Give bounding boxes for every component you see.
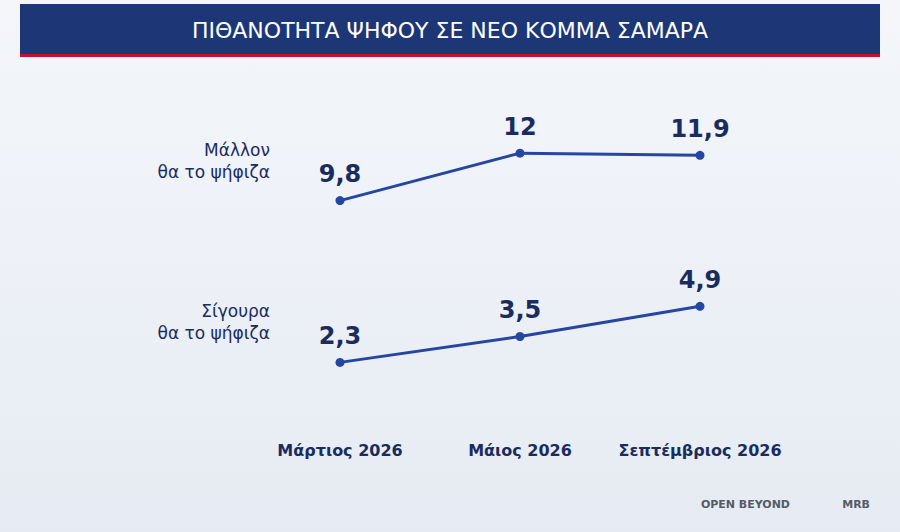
svg-text:Σεπτέμβριος 2026: Σεπτέμβριος 2026 [618,441,781,460]
svg-text:Σίγουρα: Σίγουρα [201,301,270,321]
svg-text:12: 12 [503,113,536,141]
svg-text:4,9: 4,9 [679,266,722,294]
svg-text:9,8: 9,8 [319,160,362,188]
svg-text:Μάιος 2026: Μάιος 2026 [468,441,572,460]
svg-text:ΠΙΘΑΝΟΤΗΤΑ ΨΗΦΟΥ ΣΕ ΝΕΟ ΚΟΜΜΑ: ΠΙΘΑΝΟΤΗΤΑ ΨΗΦΟΥ ΣΕ ΝΕΟ ΚΟΜΜΑ ΣΑΜΑΡΑ [192,18,708,43]
svg-text:Μάλλον: Μάλλον [204,140,270,160]
svg-text:θα το ψήφιζα: θα το ψήφιζα [158,162,270,182]
svg-text:2,3: 2,3 [319,322,362,350]
svg-text:θα το ψήφιζα: θα το ψήφιζα [158,323,270,343]
svg-text:Μάρτιος 2026: Μάρτιος 2026 [277,441,402,460]
svg-text:OPEN BEYOND: OPEN BEYOND [701,498,790,511]
svg-text:MRB: MRB [842,498,870,511]
svg-text:3,5: 3,5 [499,296,542,324]
svg-text:11,9: 11,9 [670,115,729,143]
